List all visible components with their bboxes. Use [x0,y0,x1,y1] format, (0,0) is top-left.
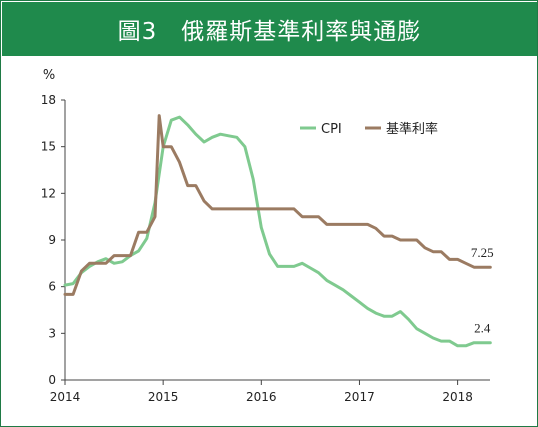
y-axis-unit: % [43,68,55,83]
chart-title: 圖3 俄羅斯基準利率與通膨 [117,19,422,45]
chart-axes: 0 3 6 9 12 15 18 2014 2015 2016 2017 2018% [41,68,490,404]
end-value-label: 2.4 [474,321,491,336]
y-tick-label: 0 [48,373,56,387]
labels-layer: CPI 基準利率 2.4 7.25 [300,121,494,336]
x-tick-label: 2017 [344,390,375,404]
legend-label: CPI [321,122,342,137]
y-tick-label: 3 [48,326,56,340]
x-tick-label: 2015 [148,390,179,404]
title-bar: 圖3 俄羅斯基準利率與通膨 [2,2,537,56]
series-layer [63,114,492,348]
y-tick-label: 12 [41,186,56,200]
x-tick-label: 2018 [442,390,473,404]
series-line-cpi [63,115,492,348]
y-tick-label: 9 [48,233,56,247]
y-tick-label: 15 [41,140,56,154]
x-tick-label: 2016 [246,390,277,404]
y-tick-label: 18 [41,93,56,107]
end-value-label: 7.25 [471,245,494,260]
series-line-policy-rate [63,114,492,296]
legend-label: 基準利率 [386,121,438,137]
x-tick-label: 2014 [50,390,81,404]
y-tick-label: 6 [48,280,56,294]
